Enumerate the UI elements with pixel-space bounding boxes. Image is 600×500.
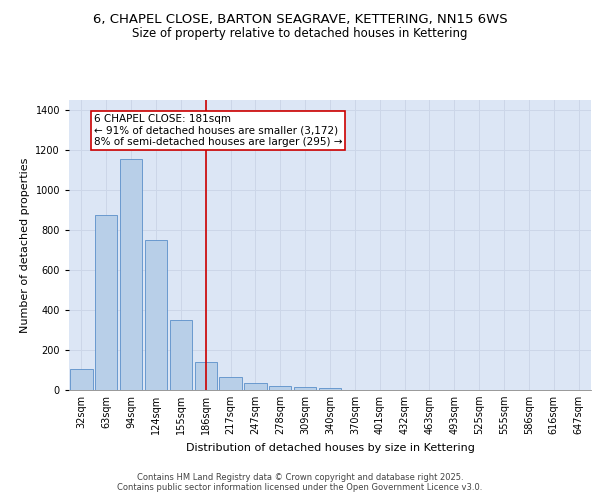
Text: Size of property relative to detached houses in Kettering: Size of property relative to detached ho… bbox=[132, 28, 468, 40]
Bar bbox=[294, 388, 316, 390]
Bar bbox=[220, 377, 242, 390]
Bar bbox=[145, 240, 167, 390]
X-axis label: Distribution of detached houses by size in Kettering: Distribution of detached houses by size … bbox=[185, 442, 475, 452]
Bar bbox=[244, 383, 266, 390]
Bar bbox=[269, 386, 292, 390]
Bar bbox=[194, 362, 217, 390]
Bar bbox=[170, 320, 192, 390]
Text: 6 CHAPEL CLOSE: 181sqm
← 91% of detached houses are smaller (3,172)
8% of semi-d: 6 CHAPEL CLOSE: 181sqm ← 91% of detached… bbox=[94, 114, 343, 147]
Bar bbox=[95, 215, 118, 390]
Bar bbox=[120, 159, 142, 390]
Y-axis label: Number of detached properties: Number of detached properties bbox=[20, 158, 30, 332]
Text: Contains HM Land Registry data © Crown copyright and database right 2025.
Contai: Contains HM Land Registry data © Crown c… bbox=[118, 473, 482, 492]
Bar bbox=[70, 369, 92, 390]
Text: 6, CHAPEL CLOSE, BARTON SEAGRAVE, KETTERING, NN15 6WS: 6, CHAPEL CLOSE, BARTON SEAGRAVE, KETTER… bbox=[92, 12, 508, 26]
Bar bbox=[319, 388, 341, 390]
